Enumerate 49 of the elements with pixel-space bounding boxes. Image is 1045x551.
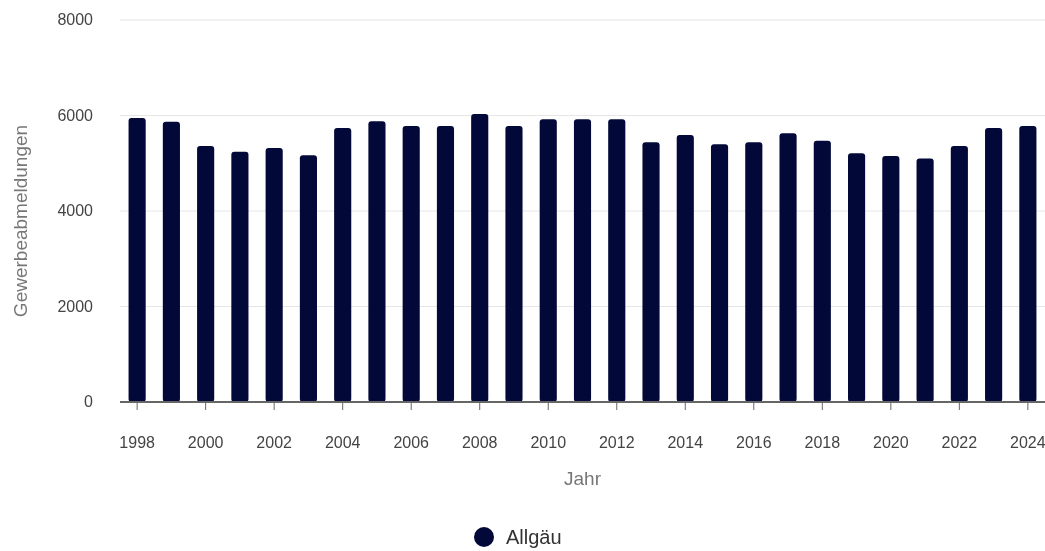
y-axis-title: Gewerbeabmeldungen bbox=[10, 124, 31, 318]
y-tick-label: 2000 bbox=[57, 297, 94, 315]
bar bbox=[471, 114, 489, 402]
y-tick-label: 0 bbox=[84, 393, 94, 410]
x-tick-label: 1998 bbox=[119, 434, 156, 451]
bar bbox=[197, 146, 215, 402]
bar bbox=[573, 119, 592, 402]
bar bbox=[676, 135, 694, 402]
legend-label: Allgäu bbox=[506, 526, 562, 548]
bar bbox=[848, 153, 866, 402]
x-tick-label: 2022 bbox=[941, 434, 978, 451]
bar bbox=[128, 117, 146, 402]
bar bbox=[950, 146, 968, 402]
bar bbox=[642, 142, 660, 402]
x-axis-title: Jahr bbox=[564, 468, 602, 489]
bar bbox=[231, 151, 249, 402]
bar bbox=[916, 158, 934, 402]
x-tick-label: 2020 bbox=[873, 434, 909, 451]
x-tick-label: 2010 bbox=[530, 434, 567, 451]
bar bbox=[539, 119, 557, 402]
bar bbox=[436, 126, 455, 402]
bar bbox=[299, 155, 317, 402]
x-tick-label: 2008 bbox=[461, 434, 498, 451]
y-tick-label: 6000 bbox=[57, 106, 94, 124]
bar bbox=[334, 127, 352, 402]
bar bbox=[985, 127, 1003, 402]
bar bbox=[779, 133, 797, 402]
bar bbox=[162, 121, 180, 402]
x-tick-label: 2000 bbox=[187, 434, 224, 451]
bar bbox=[265, 147, 283, 402]
bar bbox=[402, 126, 420, 402]
x-tick-label: 2006 bbox=[393, 434, 430, 451]
bar bbox=[608, 119, 626, 402]
bar bbox=[368, 121, 386, 402]
x-tick-label: 2012 bbox=[598, 434, 635, 451]
bar bbox=[1019, 126, 1037, 402]
bar bbox=[745, 142, 763, 402]
x-tick-label: 2024 bbox=[1010, 434, 1045, 451]
x-tick-label: 2014 bbox=[667, 434, 704, 451]
bar bbox=[882, 156, 900, 402]
x-tick-label: 2002 bbox=[256, 434, 293, 451]
bar bbox=[813, 140, 831, 402]
x-tick-label: 2004 bbox=[324, 434, 361, 451]
x-tick-label: 2016 bbox=[736, 434, 772, 451]
y-tick-label: 4000 bbox=[57, 202, 94, 219]
x-tick-label: 2018 bbox=[804, 434, 841, 451]
bar bbox=[710, 144, 729, 402]
y-tick-label: 8000 bbox=[57, 11, 94, 28]
bar bbox=[505, 126, 523, 402]
